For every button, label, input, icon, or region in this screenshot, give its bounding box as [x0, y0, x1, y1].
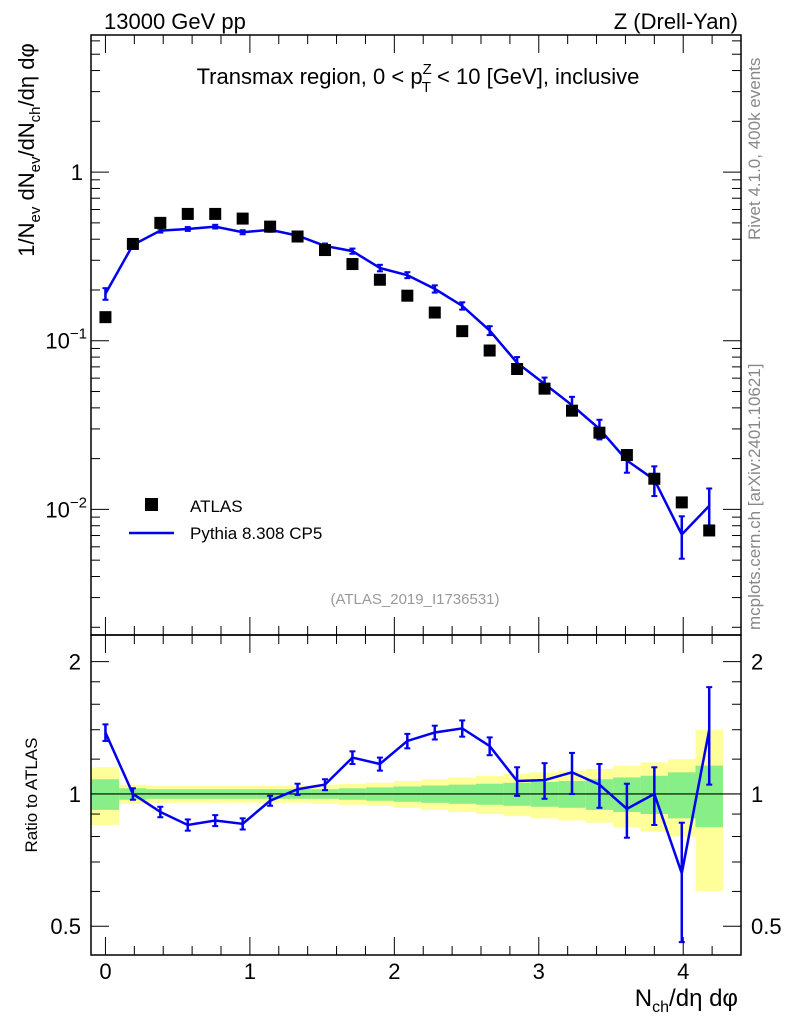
- atlas-point: [373, 273, 386, 286]
- legend-label-atlas: ATLAS: [190, 497, 243, 516]
- ratio-y-tick-label-right: 1: [751, 782, 763, 807]
- main-frame: [90, 34, 742, 636]
- atlas-point: [264, 220, 277, 233]
- atlas-point: [346, 258, 359, 271]
- main-axis-ticks: 1 10−1 10−2: [45, 35, 741, 635]
- ratio-axis-ticks: 0.5 0.5 1 1 2 2 0 1 2 3 4: [50, 635, 782, 984]
- atlas-point: [675, 496, 688, 509]
- main-y-tick-label: 10−2: [45, 494, 87, 522]
- atlas-point: [428, 306, 441, 319]
- mcplots-label: mcplots.cern.ch [arXiv:2401.10621]: [745, 364, 764, 630]
- atlas-point: [236, 212, 249, 225]
- main-marks: [99, 207, 716, 560]
- ratio-band-green: [91, 779, 120, 810]
- atlas-point: [648, 472, 661, 485]
- atlas-point: [319, 244, 331, 257]
- atlas-point: [99, 311, 112, 324]
- header-left: 13000 GeV pp: [104, 9, 246, 34]
- legend: ATLAS Pythia 8.308 CP5: [129, 497, 322, 543]
- main-y-tick-label: 1: [71, 160, 83, 185]
- atlas-point: [566, 404, 578, 417]
- atlas-point: [620, 449, 633, 462]
- atlas-point: [181, 207, 194, 220]
- atlas-point: [209, 207, 222, 220]
- x-tick-label: 4: [677, 959, 689, 984]
- ratio-y-tick-label-right: 0.5: [751, 914, 782, 939]
- main-y-tick-label: 10−1: [45, 326, 87, 354]
- x-tick-label: 3: [533, 959, 545, 984]
- atlas-point: [483, 344, 496, 357]
- ratio-y-tick-label: 2: [69, 650, 81, 675]
- legend-marker-atlas: [145, 498, 158, 511]
- header-right: Z (Drell-Yan): [614, 9, 738, 34]
- atlas-point: [703, 524, 716, 537]
- legend-label-pythia: Pythia 8.308 CP5: [190, 524, 322, 543]
- rivet-version-label: Rivet 4.1.0, 400k events: [745, 58, 764, 240]
- ratio-frame: [90, 634, 742, 956]
- ratio-y-axis-label: Ratio to ATLAS: [22, 738, 41, 853]
- ratio-band-green: [668, 772, 696, 819]
- atlas-point: [154, 216, 167, 229]
- main-title: Transmax region, 0 < pZ T < 10 [GeV], inc…: [197, 61, 640, 96]
- ratio-y-tick-label-right: 2: [751, 650, 763, 675]
- ratio-y-tick-label: 0.5: [50, 914, 81, 939]
- main-panel: 1 10−1 10−2 Transmax region, 0 < pZ T < 10 …: [14, 34, 742, 636]
- atlas-point: [593, 426, 606, 439]
- x-axis-label: Nch/dη dφ: [635, 985, 738, 1016]
- analysis-tag: (ATLAS_2019_I1736531): [330, 591, 499, 608]
- ratio-y-tick-label: 1: [69, 782, 81, 807]
- x-tick-label: 0: [99, 959, 111, 984]
- atlas-point: [126, 237, 139, 250]
- atlas-point: [456, 325, 469, 338]
- atlas-point: [291, 230, 304, 243]
- x-tick-label: 1: [244, 959, 256, 984]
- atlas-point: [511, 362, 524, 375]
- atlas-point: [538, 382, 551, 395]
- ratio-marks: [91, 686, 741, 944]
- ratio-panel: 0.5 0.5 1 1 2 2 0 1 2 3 4 Ratio to ATLAS Nch/dη dφ: [22, 634, 782, 1016]
- main-y-axis-label: 1/Nev dNev/dNch/dη dφ: [14, 43, 44, 256]
- atlas-point: [401, 289, 414, 302]
- x-tick-label: 2: [388, 959, 400, 984]
